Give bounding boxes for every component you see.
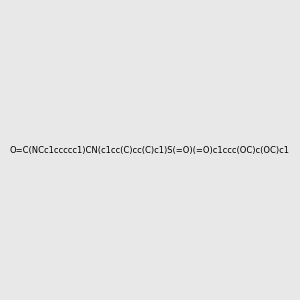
Text: O=C(NCc1ccccc1)CN(c1cc(C)cc(C)c1)S(=O)(=O)c1ccc(OC)c(OC)c1: O=C(NCc1ccccc1)CN(c1cc(C)cc(C)c1)S(=O)(=… bbox=[10, 146, 290, 154]
